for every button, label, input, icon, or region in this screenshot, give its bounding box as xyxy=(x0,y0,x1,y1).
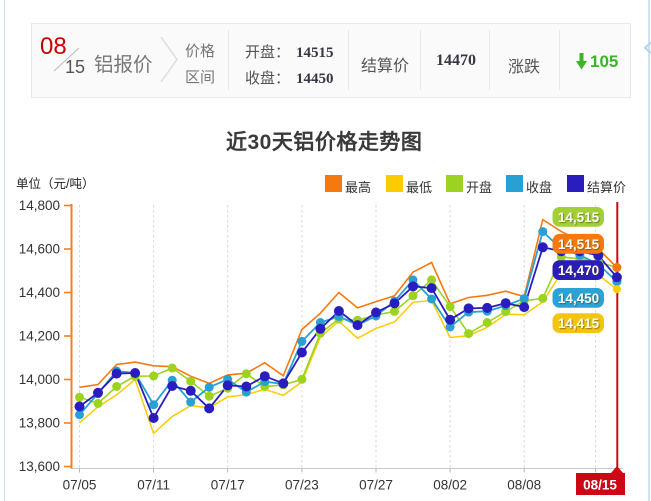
svg-text:14,400: 14,400 xyxy=(19,285,60,300)
svg-text:07/23: 07/23 xyxy=(285,478,319,493)
svg-text:14,200: 14,200 xyxy=(19,329,60,344)
svg-text:14,515: 14,515 xyxy=(558,210,600,225)
svg-text:14,000: 14,000 xyxy=(19,372,60,387)
svg-text:14,800: 14,800 xyxy=(19,198,60,213)
svg-text:14,450: 14,450 xyxy=(558,291,599,306)
svg-text:07/17: 07/17 xyxy=(211,478,245,493)
svg-text:14,515: 14,515 xyxy=(558,237,600,252)
svg-text:08/08: 08/08 xyxy=(507,478,541,493)
svg-text:13,600: 13,600 xyxy=(19,459,60,474)
svg-text:08/02: 08/02 xyxy=(433,478,467,493)
svg-text:14,470: 14,470 xyxy=(558,263,599,278)
svg-text:07/05: 07/05 xyxy=(63,478,97,493)
svg-text:14,600: 14,600 xyxy=(19,242,60,257)
svg-text:14,415: 14,415 xyxy=(558,316,600,331)
svg-text:13,800: 13,800 xyxy=(19,416,60,431)
svg-text:07/11: 07/11 xyxy=(137,478,170,493)
svg-text:07/27: 07/27 xyxy=(359,478,393,493)
svg-text:08/15: 08/15 xyxy=(583,478,617,493)
